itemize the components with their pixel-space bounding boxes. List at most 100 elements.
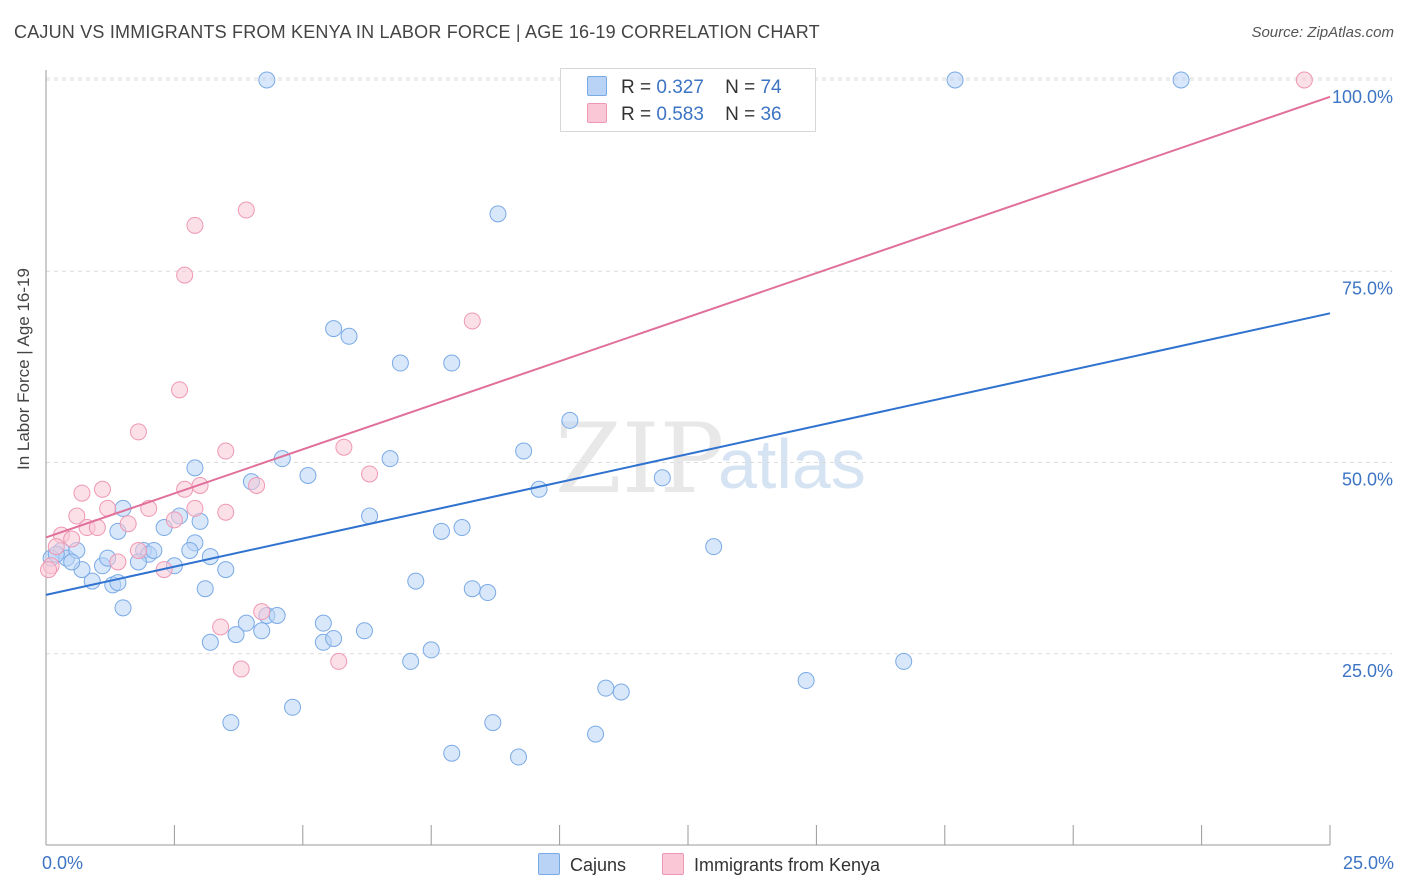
cajuns-point-46 bbox=[114, 599, 132, 617]
bottom-kenya-label: Immigrants from Kenya bbox=[694, 855, 881, 875]
cajuns-point-10 bbox=[186, 459, 204, 477]
cajuns-point-48 bbox=[237, 614, 255, 632]
kenya-point-30 bbox=[40, 561, 58, 579]
kenya-point-10 bbox=[248, 476, 266, 494]
kenya-point-24 bbox=[63, 530, 81, 548]
cajuns-point-33 bbox=[181, 541, 199, 559]
x-tick-label-min: 0.0% bbox=[42, 853, 84, 873]
cajuns-point-51 bbox=[227, 626, 245, 644]
kenya-trend-line bbox=[45, 95, 1331, 539]
kenya-point-31 bbox=[212, 618, 230, 636]
cajuns-point-49 bbox=[253, 622, 271, 640]
cajuns-point-56 bbox=[402, 652, 420, 670]
kenya-point-25 bbox=[47, 538, 65, 556]
cajuns-point-37 bbox=[196, 580, 214, 598]
kenya-point-4 bbox=[463, 312, 481, 330]
bottom-kenya-swatch bbox=[662, 853, 684, 875]
cajuns-point-12 bbox=[299, 467, 317, 485]
cajuns-point-0 bbox=[258, 71, 276, 89]
kenya-point-33 bbox=[232, 660, 250, 678]
cajuns-point-57 bbox=[597, 679, 615, 697]
kenya-point-18 bbox=[119, 515, 137, 533]
kenya-point-6 bbox=[129, 423, 147, 441]
kenya-point-32 bbox=[253, 603, 271, 621]
cajuns-r-value: 0.327 bbox=[656, 77, 704, 98]
kenya-point-13 bbox=[93, 480, 111, 498]
y-tick-label-0: 25.0% bbox=[1342, 661, 1393, 681]
kenya-point-26 bbox=[129, 541, 147, 559]
bottom-legend-kenya: Immigrants from Kenya bbox=[662, 853, 880, 876]
cajuns-point-66 bbox=[587, 725, 605, 743]
cajuns-point-5 bbox=[340, 327, 358, 345]
cajuns-point-68 bbox=[268, 607, 286, 624]
kenya-point-21 bbox=[217, 503, 235, 521]
cajuns-point-4 bbox=[325, 320, 343, 338]
kenya-point-2 bbox=[186, 216, 204, 234]
kenya-point-27 bbox=[109, 553, 127, 571]
cajuns-point-6 bbox=[391, 354, 409, 372]
y-tick-label-2: 75.0% bbox=[1342, 278, 1393, 298]
cajuns-point-67 bbox=[63, 553, 81, 571]
bottom-cajuns-swatch bbox=[538, 853, 560, 875]
cajuns-swatch bbox=[587, 76, 607, 96]
cajuns-n-value: 74 bbox=[760, 77, 782, 98]
cajuns-point-38 bbox=[463, 580, 481, 598]
kenya-n-label: N = bbox=[725, 104, 756, 125]
cajuns-point-41 bbox=[432, 522, 450, 540]
y-tick-label-1: 50.0% bbox=[1342, 470, 1393, 490]
cajuns-point-69 bbox=[355, 622, 373, 640]
kenya-point-5 bbox=[171, 381, 189, 399]
chart-title: CAJUN VS IMMIGRANTS FROM KENYA IN LABOR … bbox=[14, 22, 820, 42]
cajuns-point-16 bbox=[530, 480, 548, 498]
cajuns-point-23 bbox=[453, 519, 471, 537]
cajuns-point-40 bbox=[479, 584, 497, 602]
kenya-r-label: R = bbox=[621, 104, 652, 125]
cajuns-point-64 bbox=[510, 748, 528, 766]
cajuns-point-1 bbox=[946, 71, 964, 89]
kenya-point-1 bbox=[237, 201, 255, 219]
cajuns-point-50 bbox=[314, 614, 332, 632]
kenya-point-9 bbox=[361, 465, 379, 483]
cajuns-point-60 bbox=[895, 652, 913, 670]
cajuns-point-2 bbox=[1172, 71, 1190, 89]
cajuns-point-9 bbox=[515, 442, 533, 460]
kenya-point-22 bbox=[186, 499, 204, 517]
kenya-r-value: 0.583 bbox=[656, 104, 704, 125]
kenya-point-3 bbox=[176, 266, 194, 284]
y-tick-label-3: 100.0% bbox=[1332, 87, 1393, 107]
bottom-legend-cajuns: Cajuns bbox=[538, 853, 626, 876]
cajuns-point-55 bbox=[422, 641, 440, 659]
cajuns-point-52 bbox=[201, 633, 219, 651]
cajuns-r-label: R = bbox=[621, 77, 652, 98]
source-credit: Source: ZipAtlas.com bbox=[1251, 24, 1394, 41]
cajuns-point-3 bbox=[489, 205, 507, 223]
cajuns-point-61 bbox=[222, 714, 240, 732]
cajuns-point-54 bbox=[325, 629, 343, 647]
cajuns-point-63 bbox=[484, 714, 502, 732]
cajuns-point-65 bbox=[443, 744, 461, 762]
watermark-atlas: atlas bbox=[718, 425, 866, 503]
x-tick-label-max: 25.0% bbox=[1342, 853, 1394, 873]
cajuns-point-34 bbox=[705, 538, 723, 556]
cajuns-point-42 bbox=[145, 541, 163, 559]
cajuns-point-62 bbox=[284, 698, 302, 716]
kenya-point-17 bbox=[68, 507, 86, 525]
kenya-point-34 bbox=[330, 652, 348, 670]
correlation-legend: R = 0.327 N = 74 R = 0.583 N = 36 bbox=[560, 68, 816, 132]
cajuns-point-11 bbox=[381, 450, 399, 468]
cajuns-n-label: N = bbox=[725, 77, 756, 98]
watermark-zip: ZIP bbox=[555, 403, 724, 515]
legend-row-kenya: R = 0.583 N = 36 bbox=[587, 103, 782, 126]
cajuns-point-71 bbox=[217, 561, 235, 579]
cajuns-trend-line bbox=[45, 312, 1331, 596]
cajuns-point-7 bbox=[443, 354, 461, 372]
kenya-point-0 bbox=[1295, 71, 1313, 89]
cajuns-point-59 bbox=[797, 672, 815, 690]
cajuns-point-15 bbox=[653, 469, 671, 487]
cajuns-point-8 bbox=[561, 411, 579, 429]
kenya-point-14 bbox=[73, 484, 91, 502]
kenya-swatch bbox=[587, 103, 607, 123]
cajuns-point-58 bbox=[612, 683, 630, 701]
kenya-point-7 bbox=[335, 438, 353, 456]
